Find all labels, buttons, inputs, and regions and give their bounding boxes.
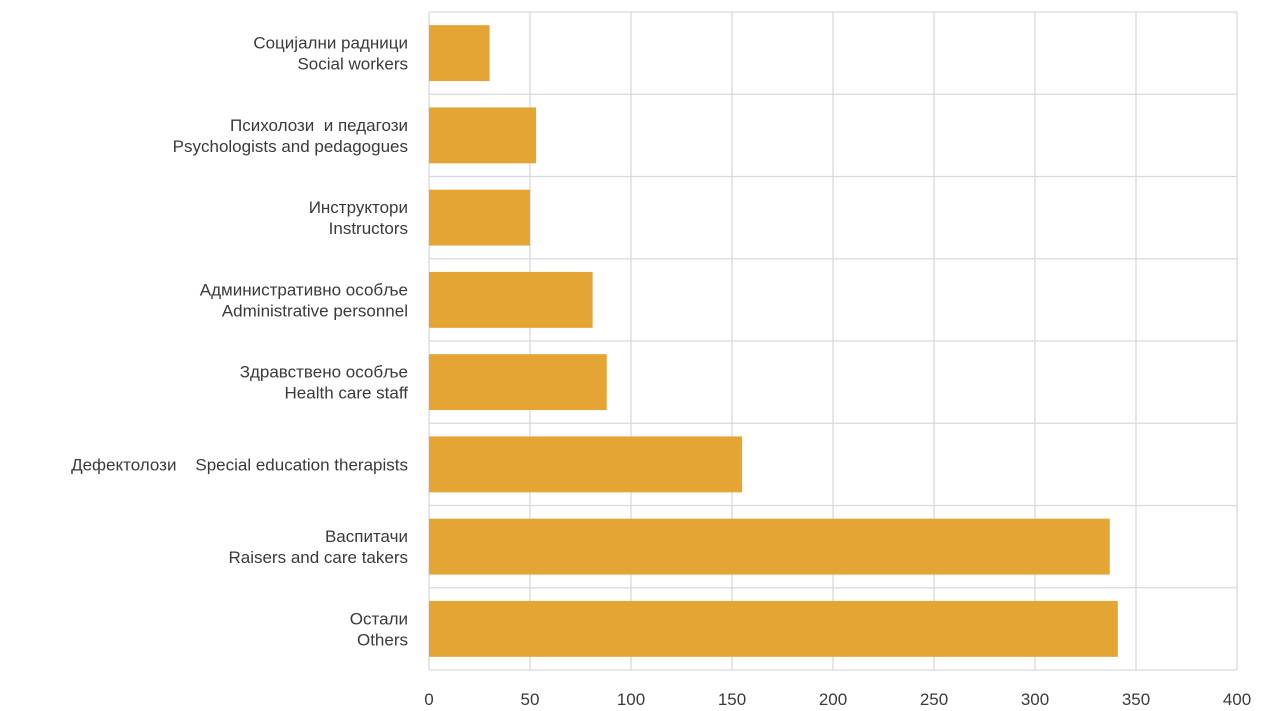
x-tick-label: 50 [521, 690, 540, 709]
category-label-line: Васпитачи [325, 527, 408, 546]
category-label-line: Дефектолози Special education therapists [71, 455, 408, 474]
x-tick-label: 0 [424, 690, 433, 709]
x-tick-label: 350 [1122, 690, 1150, 709]
category-label-line: Administrative personnel [222, 301, 408, 320]
grid-layer [428, 11, 1238, 671]
category-label-line: Административно особље [200, 280, 408, 299]
category-label-line: Здравствено особље [240, 363, 408, 382]
y-category-label: Дефектолози Special education therapists [71, 455, 408, 474]
category-label-line: Others [357, 630, 408, 649]
bar [429, 107, 537, 164]
bar [429, 600, 1118, 657]
category-label-line: Остали [350, 609, 408, 628]
y-category-label: Психолози и педагози Psychologists and pe… [173, 116, 408, 156]
bar [429, 271, 593, 328]
x-tick-label: 300 [1021, 690, 1049, 709]
x-tick-label: 150 [718, 690, 746, 709]
category-label-line: Social workers [297, 55, 408, 74]
x-tick-label: 200 [819, 690, 847, 709]
y-category-label: Социјални радници Social workers [253, 34, 408, 74]
category-label-line: Психолози и педагози [230, 116, 408, 135]
bar [429, 354, 607, 411]
category-label-line: Health care staff [285, 384, 409, 403]
bar [429, 436, 743, 493]
y-category-label: Административно особље Administrative per… [200, 280, 408, 320]
y-category-label: Остали Others [350, 609, 408, 649]
y-axis-categories: Социјални радници Social workers Психолози… [71, 34, 408, 650]
bar [429, 25, 490, 82]
y-category-label: Васпитачи Raisers and care takers [228, 527, 408, 567]
bar-layer [429, 25, 1118, 657]
category-label-line: Raisers and care takers [228, 548, 408, 567]
x-tick-label: 250 [920, 690, 948, 709]
category-label-line: Социјални радници [253, 34, 408, 53]
category-label-line: Instructors [329, 219, 408, 238]
bar [429, 189, 530, 246]
y-category-label: Инструктори Instructors [309, 198, 408, 238]
category-label-line: Инструктори [309, 198, 408, 217]
y-category-label: Здравствено особље Health care staff [240, 363, 409, 403]
x-axis-ticks: 0 50 100 150 200 250 300 350 400 [424, 690, 1251, 709]
category-label-line: Psychologists and pedagogues [173, 137, 408, 156]
bar [429, 518, 1110, 575]
x-tick-label: 400 [1223, 690, 1251, 709]
x-tick-label: 100 [617, 690, 645, 709]
